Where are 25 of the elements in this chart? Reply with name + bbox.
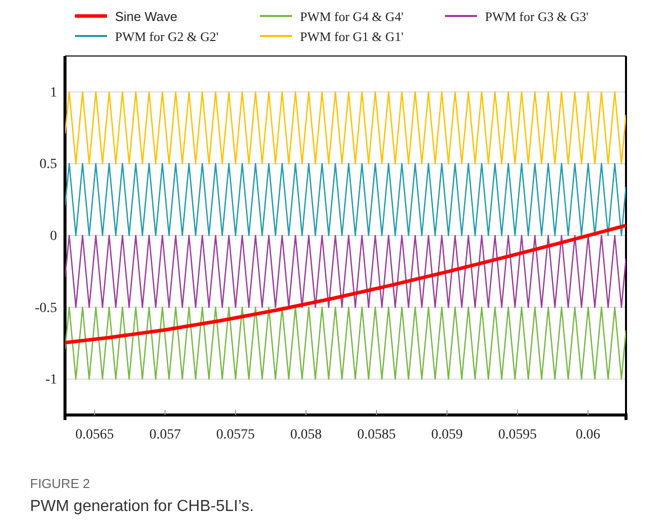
caption: FIGURE 2	[30, 476, 90, 491]
x-tick-label: 0.0575	[216, 427, 255, 442]
legend-label: PWM for G2 & G2'	[115, 29, 218, 44]
legend-label: PWM for G3 & G3'	[485, 9, 588, 24]
y-tick-label: 0.5	[40, 157, 57, 172]
legend-label: PWM for G4 & G4'	[300, 9, 404, 24]
y-tick-label: -1	[45, 372, 57, 388]
legend-label: Sine Wave	[115, 9, 178, 24]
line-series	[65, 224, 626, 344]
line-series	[65, 306, 626, 380]
text: PWM generation for CHB-5LI’s.	[30, 498, 254, 515]
x-tick-label: 0.058	[290, 427, 322, 442]
y-tick-label: 1	[50, 85, 57, 100]
x-tick-label: 0.06	[576, 427, 600, 442]
line-series	[65, 163, 626, 236]
y-tick-label: 0	[50, 228, 57, 244]
line-series	[65, 234, 626, 308]
x-tick-label: 0.057	[149, 427, 181, 442]
x-tick-label: 0.0595	[498, 427, 537, 442]
line-series	[65, 91, 626, 164]
legend-label: PWM for G1 & G1'	[300, 29, 404, 44]
x-tick-label: 0.059	[431, 427, 463, 442]
x-tick-label: 0.0565	[75, 427, 114, 442]
x-tick-label: 0.0585	[357, 427, 396, 442]
y-tick-label: -0.5	[34, 300, 57, 316]
